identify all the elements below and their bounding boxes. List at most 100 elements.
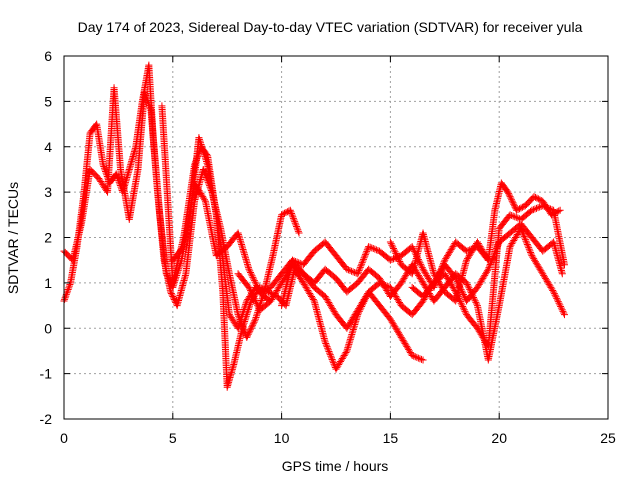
- data-point: [554, 298, 562, 306]
- data-point: [309, 296, 317, 304]
- data-point: [438, 283, 446, 291]
- data-point: [550, 209, 558, 217]
- data-point: [518, 203, 526, 211]
- data-point: [63, 289, 71, 297]
- data-point: [481, 250, 489, 258]
- data-point: [358, 299, 366, 307]
- data-point: [463, 280, 471, 288]
- data-point: [243, 309, 251, 317]
- data-point: [448, 282, 456, 290]
- data-point: [112, 170, 120, 178]
- data-point: [455, 281, 463, 289]
- data-point: [256, 288, 264, 296]
- data-point: [420, 280, 428, 288]
- data-point: [421, 282, 429, 290]
- data-point: [358, 259, 366, 267]
- data-point: [250, 295, 258, 303]
- data-point: [357, 262, 365, 270]
- data-point: [328, 354, 336, 362]
- data-point: [469, 246, 477, 254]
- data-point: [326, 349, 334, 357]
- data-point: [465, 284, 473, 292]
- data-point: [353, 308, 361, 316]
- data-point: [114, 175, 122, 183]
- data-point: [291, 219, 299, 227]
- data-point: [248, 323, 256, 331]
- data-point: [442, 271, 450, 279]
- data-point: [550, 288, 558, 296]
- series-trace-8: [408, 220, 566, 305]
- data-point: [505, 191, 513, 199]
- data-point: [394, 327, 402, 335]
- data-point: [535, 264, 543, 272]
- data-point: [532, 259, 540, 267]
- data-point: [363, 291, 371, 299]
- data-point: [390, 246, 398, 254]
- data-point: [347, 317, 355, 325]
- data-point: [512, 213, 520, 221]
- data-point: [466, 250, 474, 258]
- data-point: [536, 196, 544, 204]
- data-point: [245, 265, 253, 273]
- data-point: [307, 291, 315, 299]
- y-tick-label: 3: [44, 184, 52, 200]
- data-point: [526, 247, 534, 255]
- data-point: [473, 300, 481, 308]
- data-point: [479, 274, 487, 282]
- data-point: [287, 208, 295, 216]
- data-point: [323, 296, 331, 304]
- data-point: [550, 290, 558, 298]
- data-point: [340, 351, 348, 359]
- data-point: [350, 312, 358, 320]
- data-point: [400, 338, 408, 346]
- data-point: [460, 306, 468, 314]
- data-point: [431, 277, 439, 285]
- data-point: [244, 306, 252, 314]
- data-point: [253, 300, 261, 308]
- data-point: [415, 271, 423, 279]
- data-point: [325, 347, 333, 355]
- data-point: [358, 260, 366, 268]
- data-point: [394, 296, 402, 304]
- data-point: [66, 281, 74, 289]
- data-point: [253, 310, 261, 318]
- data-point: [374, 246, 382, 254]
- data-point: [521, 234, 529, 242]
- data-point: [246, 285, 254, 293]
- data-point: [267, 297, 275, 305]
- data-point: [487, 259, 495, 267]
- data-point: [329, 306, 337, 314]
- data-point: [388, 256, 396, 264]
- data-point: [506, 211, 514, 219]
- data-point: [391, 323, 399, 331]
- data-point: [361, 294, 369, 302]
- data-point: [551, 291, 559, 299]
- data-point: [366, 243, 374, 251]
- data-point: [194, 153, 202, 161]
- data-point: [478, 276, 486, 284]
- data-point: [486, 262, 494, 270]
- data-point: [249, 273, 257, 281]
- data-point: [293, 224, 301, 232]
- data-point: [272, 288, 280, 296]
- data-point: [463, 255, 471, 263]
- data-point: [489, 252, 497, 260]
- data-point: [360, 296, 368, 304]
- data-point: [448, 244, 456, 252]
- data-point: [540, 271, 548, 279]
- data-point: [252, 313, 260, 321]
- data-point: [248, 290, 256, 298]
- data-point: [525, 244, 533, 252]
- data-point: [337, 358, 345, 366]
- data-point: [379, 280, 387, 288]
- data-point: [390, 255, 398, 263]
- data-point: [341, 350, 349, 358]
- data-point: [398, 335, 406, 343]
- data-point: [273, 286, 281, 294]
- y-tick-label: -1: [40, 366, 53, 382]
- data-point: [244, 307, 252, 315]
- data-point: [191, 179, 199, 187]
- data-point: [523, 239, 531, 247]
